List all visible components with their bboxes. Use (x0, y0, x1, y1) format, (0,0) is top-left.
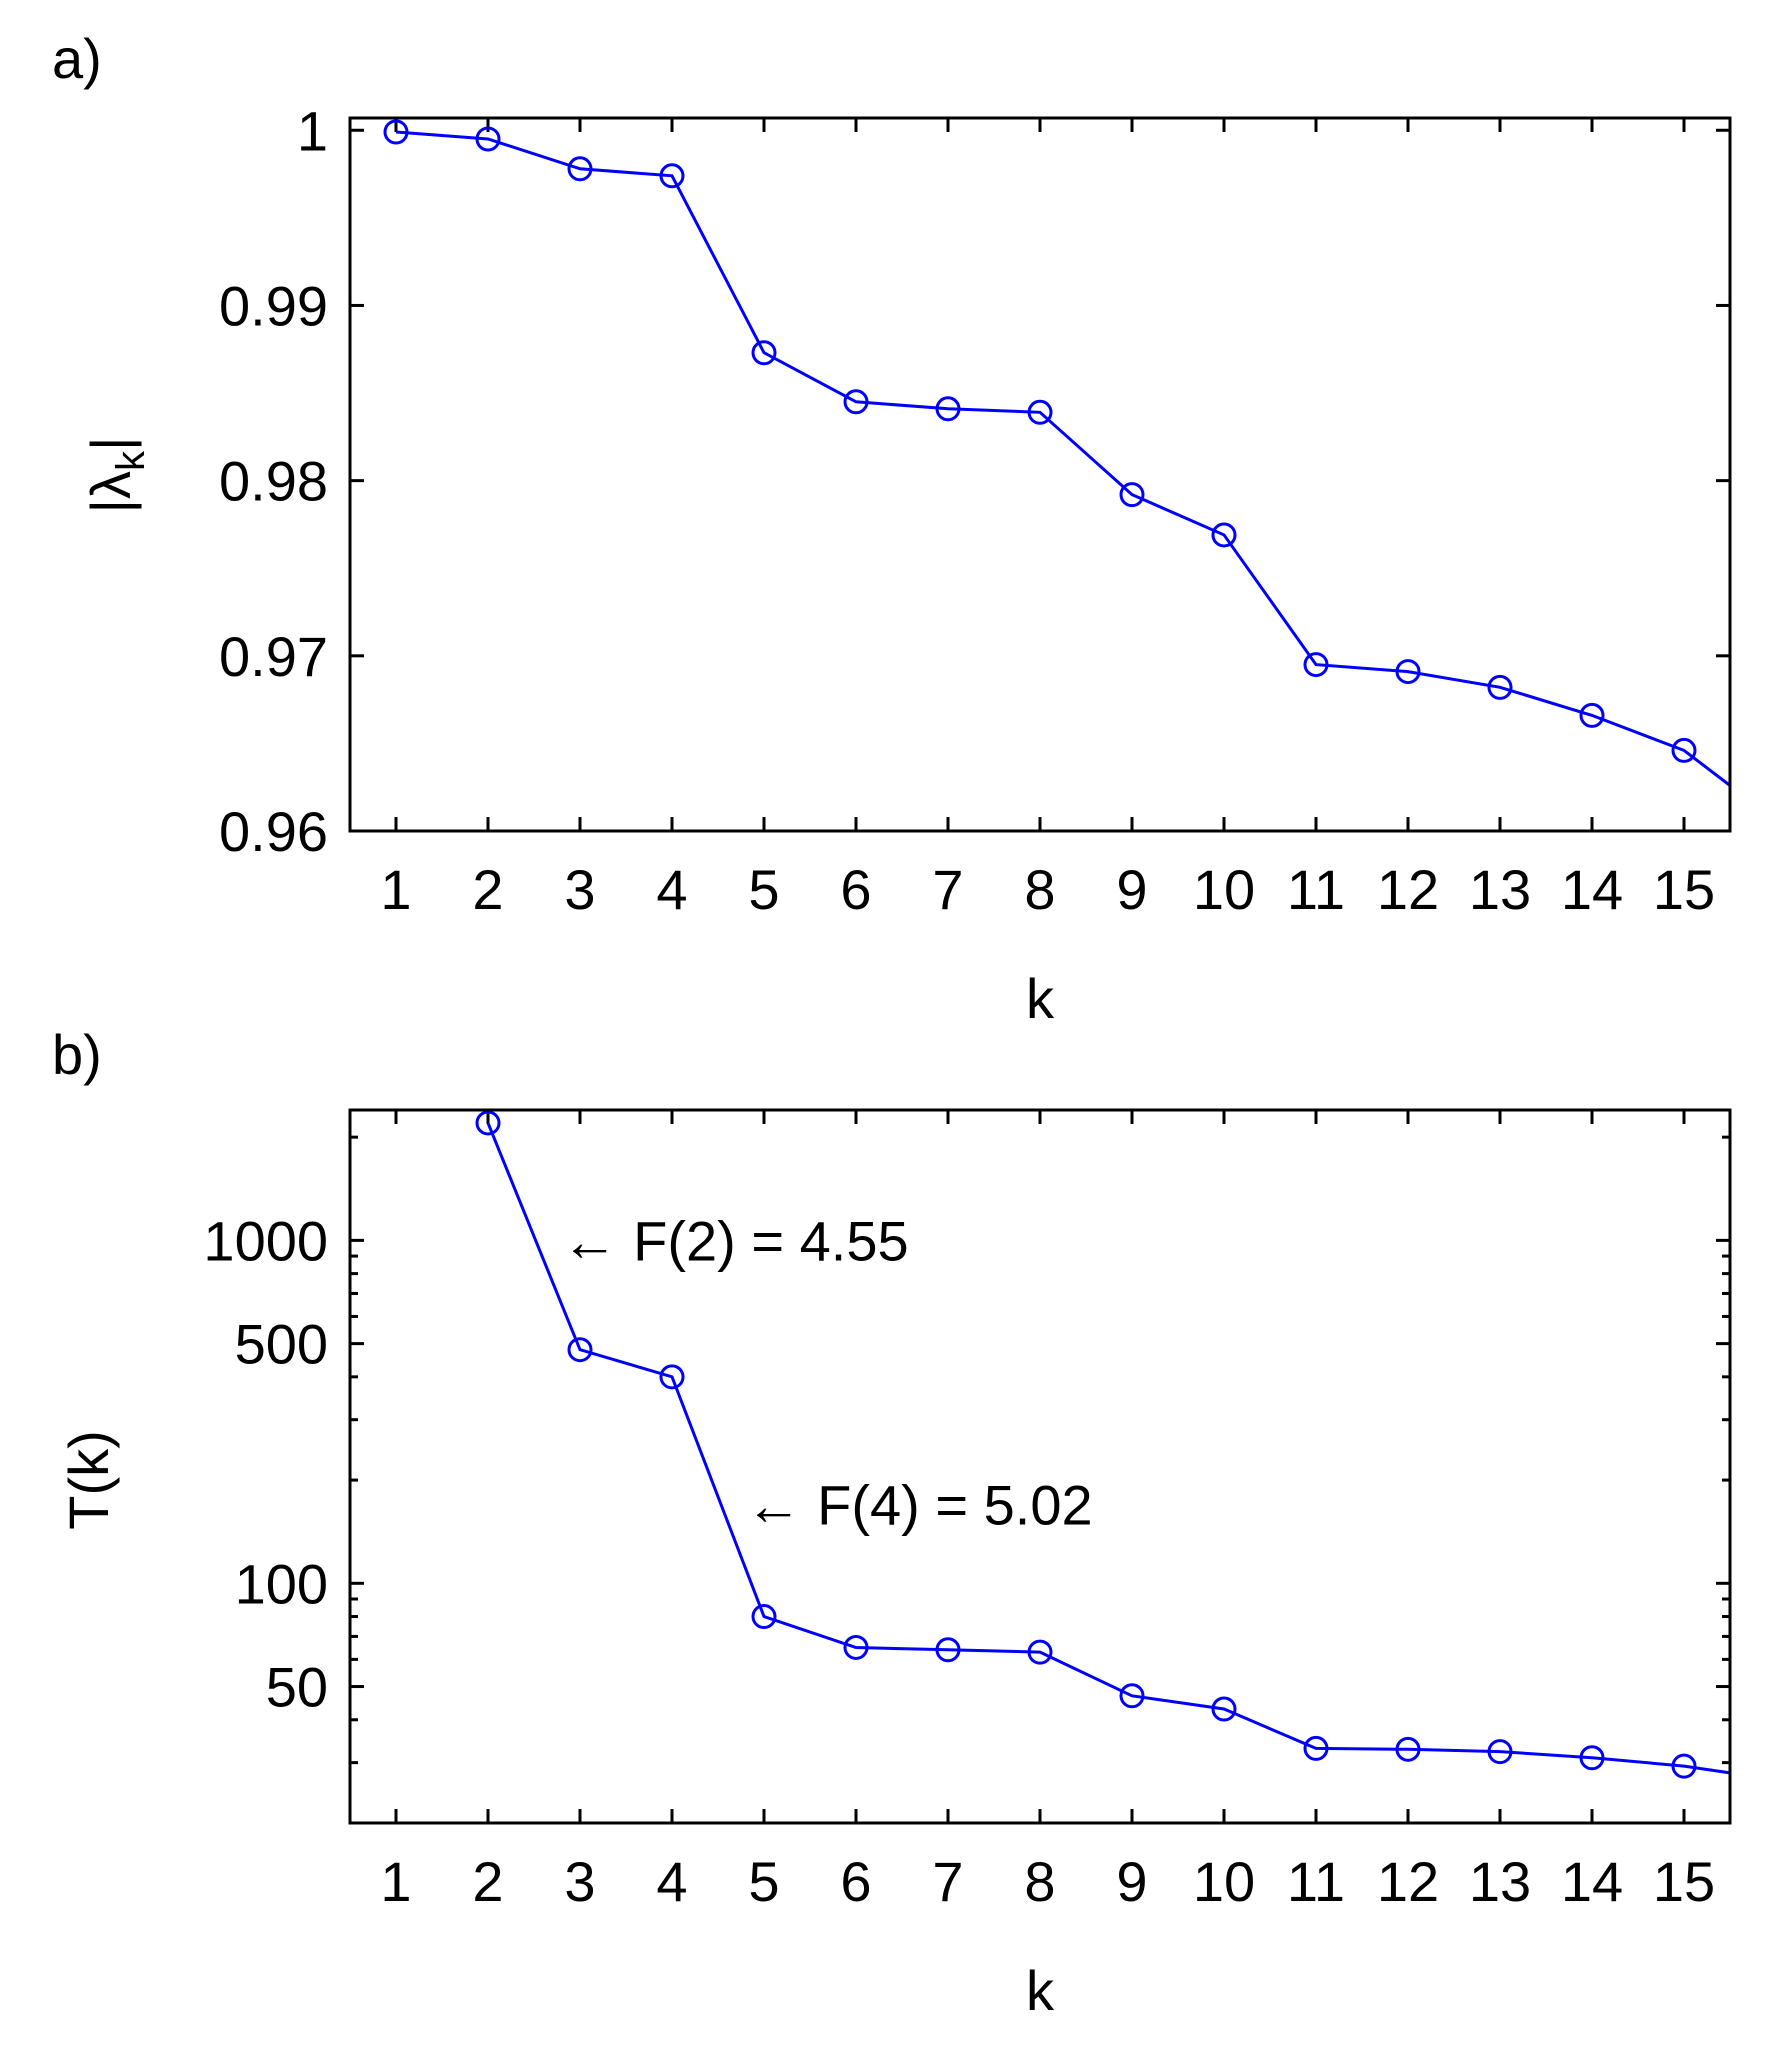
b-y-tick-label: 50 (266, 1656, 328, 1719)
b-x-tick-label: 15 (1653, 1850, 1715, 1913)
b-data-point (935, 1637, 961, 1663)
b-data-point (1119, 1683, 1145, 1709)
b-data-point (1027, 1639, 1053, 1665)
svg-text:|λk|: |λk| (79, 436, 153, 513)
a-data-point (659, 163, 685, 189)
a-data-point (1027, 399, 1053, 425)
b-data-point (1671, 1753, 1697, 1779)
a-x-tick-label: 15 (1653, 858, 1715, 921)
a-data-point (1303, 652, 1329, 678)
b-data-point (1395, 1736, 1421, 1762)
b-data-point (1579, 1745, 1605, 1771)
panel-a-frame (348, 116, 1732, 833)
panel-a-y-label-sub: k (109, 450, 153, 471)
a-x-tick-label: 12 (1377, 858, 1439, 921)
a-data-point (843, 389, 869, 415)
a-data-point (1211, 522, 1237, 548)
a-x-tick-label: 7 (932, 858, 963, 921)
a-data-point (1395, 659, 1421, 685)
panel-a-y-tick-labels: 0.96 0.97 0.98 0.99 1 (219, 99, 328, 863)
a-x-tick-label: 2 (472, 858, 503, 921)
panel-b-x-axis-label: k (1026, 1959, 1055, 2022)
a-data-point (935, 396, 961, 422)
b-data-point (1303, 1735, 1329, 1761)
panel-a: a) 0.960.970.980.991 1 2 3 4 5 6 7 8 9 10 11 12 13 14… (52, 27, 1732, 1030)
b-data-point (751, 1604, 777, 1630)
a-data-point (383, 119, 409, 145)
panel-a-series-line (395, 130, 1731, 787)
annotation-f2: ← F(2) = 4.55 (562, 1209, 909, 1272)
b-x-tick-label: 12 (1377, 1850, 1439, 1913)
panel-a-y-axis-label: |λk| (79, 436, 153, 513)
a-x-tick-label: 1 (380, 858, 411, 921)
a-x-tick-label: 6 (840, 858, 871, 921)
panel-b-y-axis-label: T(k) (57, 1430, 120, 1530)
a-y-tick-label: 0.96 (219, 800, 328, 863)
b-data-point (1487, 1739, 1513, 1765)
b-x-tick-label: 14 (1561, 1850, 1623, 1913)
b-x-tick-label: 5 (748, 1850, 779, 1913)
a-y-tick-label: 0.98 (219, 450, 328, 513)
panel-a-x-tick-labels: 1 2 3 4 5 6 7 8 9 10 11 12 13 14 15 (380, 858, 1715, 921)
b-x-tick-label: 6 (840, 1850, 871, 1913)
b-y-tick-label: 500 (235, 1313, 328, 1376)
b-x-tick-label: 8 (1024, 1850, 1055, 1913)
a-x-tick-label: 13 (1469, 858, 1531, 921)
a-x-tick-label: 3 (564, 858, 595, 921)
b-x-tick-label: 2 (472, 1850, 503, 1913)
b-data-point (659, 1364, 685, 1390)
b-y-tick-label: 1000 (203, 1209, 328, 1272)
a-data-point (567, 156, 593, 182)
a-x-tick-label: 10 (1193, 858, 1255, 921)
b-x-tick-label: 7 (932, 1850, 963, 1913)
a-data-point (1671, 737, 1697, 763)
a-data-point (751, 340, 777, 366)
a-x-tick-label: 9 (1116, 858, 1147, 921)
panel-a-label: a) (52, 27, 102, 90)
b-x-tick-label: 10 (1193, 1850, 1255, 1913)
b-x-tick-label: 4 (656, 1850, 687, 1913)
a-y-tick-label: 0.97 (219, 625, 328, 688)
a-data-point (1119, 482, 1145, 508)
panel-b-series-line (486, 1122, 1731, 1775)
b-x-tick-label: 3 (564, 1850, 595, 1913)
panel-b-markers (475, 1110, 1697, 1779)
b-data-point (475, 1110, 501, 1136)
a-data-point (1487, 674, 1513, 700)
a-y-tick-label: 0.99 (219, 274, 328, 337)
panel-b-frame (348, 1108, 1732, 1825)
b-data-point (843, 1634, 869, 1660)
a-data-point (475, 126, 501, 152)
b-data-point (1211, 1696, 1237, 1722)
panel-a-markers (383, 119, 1697, 763)
panel-a-x-axis-label: k (1026, 967, 1055, 1030)
a-x-tick-label: 4 (656, 858, 687, 921)
a-x-tick-label: 14 (1561, 858, 1623, 921)
a-x-tick-label: 8 (1024, 858, 1055, 921)
a-x-tick-label: 5 (748, 858, 779, 921)
panel-b-y-tick-labels: 50 100 500 1000 (203, 1209, 328, 1718)
panel-a-ticks (350, 118, 1730, 833)
annotation-f4: ← F(4) = 5.02 (746, 1473, 1093, 1536)
b-y-tick-label: 100 (235, 1552, 328, 1615)
panel-a-y-label-main: |λ (79, 471, 142, 514)
b-x-tick-label: 13 (1469, 1850, 1531, 1913)
panel-b-ticks (350, 1110, 1730, 1823)
b-x-tick-label: 1 (380, 1850, 411, 1913)
b-x-tick-label: 11 (1287, 1850, 1345, 1913)
panel-b-x-tick-labels: 1 2 3 4 5 6 7 8 9 10 11 12 13 14 15 (380, 1850, 1715, 1913)
b-x-tick-label: 9 (1116, 1850, 1147, 1913)
a-y-tick-label: 1 (297, 99, 328, 162)
b-data-point (567, 1337, 593, 1363)
panel-b-label: b) (52, 1023, 102, 1086)
a-data-point (1579, 702, 1605, 728)
panel-a-y-label-close: | (79, 436, 142, 451)
a-x-tick-label: 11 (1287, 858, 1345, 921)
